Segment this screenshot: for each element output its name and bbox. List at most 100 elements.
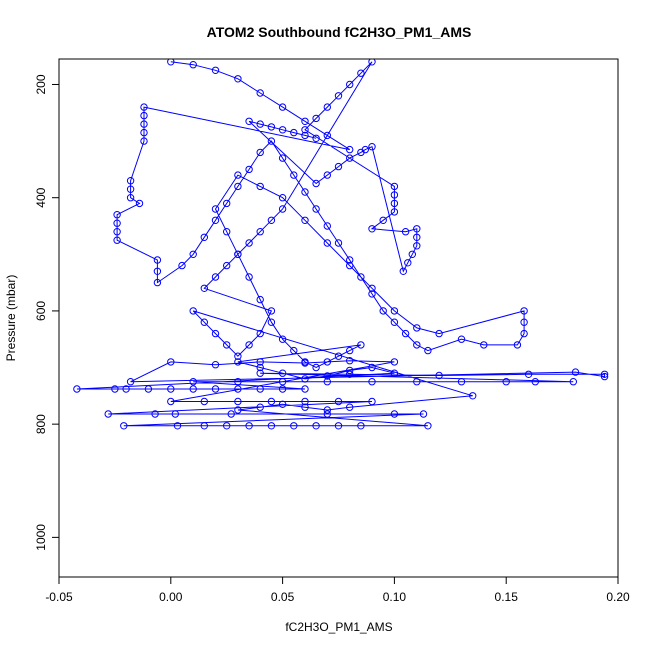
data-point (401, 228, 410, 236)
x-tick-label: 0.20 (606, 590, 630, 604)
data-point (200, 284, 209, 292)
data-point (267, 397, 276, 406)
data-point (189, 378, 197, 386)
data-point (200, 422, 209, 430)
data-point (520, 329, 528, 338)
data-point (144, 385, 153, 393)
data-point (334, 352, 343, 360)
y-tick-label: 1000 (34, 524, 48, 551)
data-point (256, 89, 264, 97)
data-point (223, 228, 231, 236)
data-point (323, 406, 331, 414)
data-point (413, 225, 421, 233)
data-point (234, 171, 242, 179)
data-point (189, 307, 197, 315)
data-point (178, 261, 186, 270)
data-point (234, 397, 242, 406)
data-point (334, 397, 343, 406)
data-point (531, 378, 539, 386)
data-point (312, 114, 320, 123)
data-point (200, 233, 209, 242)
data-point (413, 324, 421, 332)
data-point (600, 370, 609, 378)
data-point (126, 378, 135, 386)
data-point (520, 318, 528, 326)
series-line (76, 61, 606, 427)
data-point (234, 358, 242, 366)
x-tick-label: 0.15 (495, 590, 519, 604)
data-point (234, 385, 242, 393)
data-point (301, 397, 309, 406)
data-point (569, 378, 577, 386)
data-point (211, 273, 220, 281)
data-point (211, 205, 220, 213)
data-point (480, 341, 488, 349)
data-point (140, 128, 148, 137)
data-point (390, 199, 399, 208)
data-point (189, 60, 197, 69)
data-point (469, 392, 477, 400)
data-point (256, 182, 264, 191)
data-point (419, 410, 428, 418)
data-point (256, 295, 264, 304)
data-point (234, 75, 242, 83)
data-point (368, 290, 376, 298)
data-point (368, 284, 376, 292)
data-point (234, 406, 242, 414)
data-point (189, 385, 197, 393)
data-point (457, 378, 466, 386)
data-point (413, 378, 421, 386)
data-point (290, 128, 298, 137)
data-point (223, 341, 231, 349)
data-point (346, 256, 354, 264)
data-point (323, 103, 331, 111)
x-tick-label: 0.10 (383, 590, 407, 604)
data-point (301, 385, 309, 393)
data-point (278, 205, 287, 213)
chart-title: ATOM2 Southbound fC2H3O_PM1_AMS (207, 24, 472, 40)
data-point (223, 261, 231, 270)
data-point (368, 59, 376, 66)
data-point (267, 422, 276, 430)
data-point (245, 341, 253, 349)
data-point (301, 188, 309, 196)
data-point (113, 211, 121, 219)
data-point (267, 216, 276, 225)
data-point (301, 117, 309, 126)
data-point (600, 372, 609, 381)
data-point (167, 397, 175, 406)
data-point (173, 422, 182, 430)
data-point (211, 66, 220, 75)
data-point (113, 219, 121, 227)
data-point (167, 59, 175, 66)
data-point (357, 69, 365, 77)
data-point (140, 120, 148, 128)
data-point (256, 329, 264, 338)
data-point (111, 385, 119, 393)
data-point (502, 378, 510, 386)
data-point (278, 369, 287, 377)
y-tick-label: 800 (34, 414, 48, 434)
data-point (200, 397, 209, 406)
data-point (413, 341, 421, 349)
data-point (368, 378, 376, 386)
x-tick-label: -0.05 (45, 590, 73, 604)
x-tick-label: 0.05 (271, 590, 295, 604)
data-point (346, 346, 354, 355)
data-point (404, 259, 412, 267)
data-point (390, 410, 399, 418)
data-point (245, 117, 253, 126)
data-point (301, 375, 309, 383)
data-point (290, 171, 298, 179)
data-point (140, 103, 148, 111)
y-tick-label: 400 (34, 187, 48, 207)
data-point (278, 194, 287, 202)
data-point (256, 228, 264, 236)
data-point (435, 371, 443, 380)
data-point (413, 233, 421, 242)
data-point (211, 216, 220, 225)
data-point (135, 199, 144, 208)
data-point (167, 358, 175, 366)
data-point (278, 154, 287, 162)
data-point (390, 191, 399, 199)
